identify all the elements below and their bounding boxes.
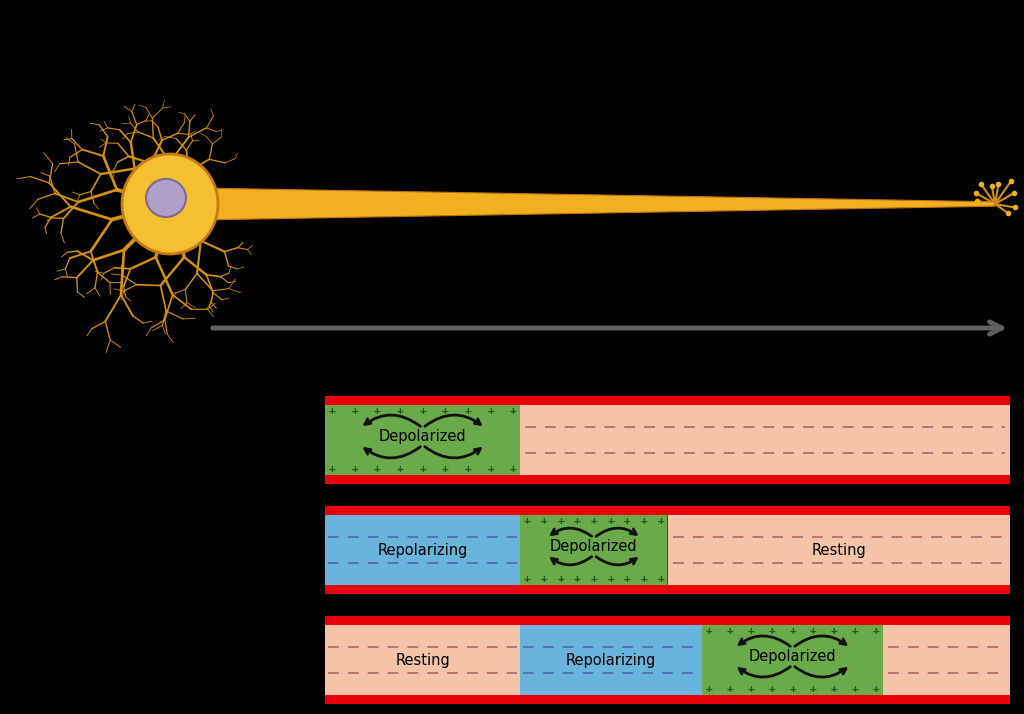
Bar	[325, 625, 520, 695]
Text: +: +	[351, 464, 358, 474]
Text: +: +	[419, 464, 426, 474]
Text: +: +	[624, 516, 631, 526]
Text: +: +	[442, 464, 449, 474]
Text: Resting: Resting	[395, 653, 450, 668]
Text: +: +	[442, 406, 449, 416]
Text: +: +	[487, 464, 494, 474]
Text: Repolarizing: Repolarizing	[378, 543, 468, 558]
Polygon shape	[197, 188, 995, 220]
Bar	[325, 405, 520, 476]
Text: +: +	[810, 684, 817, 694]
Bar	[520, 625, 701, 695]
Text: +: +	[768, 625, 775, 635]
Text: +: +	[465, 464, 471, 474]
Text: +: +	[374, 406, 381, 416]
Text: +: +	[872, 625, 880, 635]
Bar	[325, 506, 1010, 594]
Text: Depolarized: Depolarized	[379, 428, 466, 443]
Text: +: +	[557, 574, 564, 584]
Text: +: +	[607, 574, 614, 584]
Text: +: +	[748, 625, 754, 635]
Text: Depolarized: Depolarized	[550, 538, 638, 553]
Text: +: +	[510, 464, 516, 474]
Text: +: +	[657, 516, 664, 526]
Text: +: +	[726, 684, 733, 694]
Text: +: +	[541, 574, 547, 584]
Text: +: +	[524, 516, 530, 526]
Ellipse shape	[146, 179, 186, 217]
Text: +: +	[706, 625, 712, 635]
Text: +: +	[591, 516, 597, 526]
Text: +: +	[396, 406, 403, 416]
Text: +: +	[790, 625, 796, 635]
Text: +: +	[396, 464, 403, 474]
Text: Resting: Resting	[811, 543, 866, 558]
Text: +: +	[872, 684, 880, 694]
Bar	[701, 625, 884, 695]
Text: +: +	[541, 516, 547, 526]
Text: +: +	[852, 625, 859, 635]
Ellipse shape	[122, 154, 218, 254]
Text: +: +	[524, 574, 530, 584]
Text: +: +	[419, 406, 426, 416]
Bar	[325, 515, 520, 585]
Text: +: +	[706, 684, 712, 694]
Text: +: +	[510, 406, 516, 416]
Text: +: +	[329, 464, 336, 474]
Text: +: +	[487, 406, 494, 416]
Text: +: +	[768, 684, 775, 694]
Text: +: +	[810, 625, 817, 635]
Text: Repolarizing: Repolarizing	[566, 653, 656, 668]
Bar	[325, 396, 1010, 484]
Text: +: +	[573, 574, 581, 584]
Text: +: +	[351, 406, 358, 416]
Text: +: +	[329, 406, 336, 416]
Text: +: +	[465, 406, 471, 416]
Bar	[668, 515, 1010, 585]
Text: Depolarized: Depolarized	[749, 648, 837, 663]
Text: +: +	[640, 574, 647, 584]
Text: +: +	[831, 684, 838, 694]
Text: +: +	[790, 684, 796, 694]
Text: +: +	[657, 574, 664, 584]
Text: +: +	[624, 574, 631, 584]
Text: +: +	[852, 684, 859, 694]
Bar	[520, 515, 668, 585]
Text: +: +	[557, 516, 564, 526]
Text: +: +	[640, 516, 647, 526]
Text: +: +	[607, 516, 614, 526]
Text: +: +	[726, 625, 733, 635]
Text: +: +	[748, 684, 754, 694]
Bar	[884, 625, 1010, 695]
Text: +: +	[374, 464, 381, 474]
Bar	[520, 405, 1010, 476]
Bar	[325, 616, 1010, 704]
Text: +: +	[573, 516, 581, 526]
Text: +: +	[591, 574, 597, 584]
Text: +: +	[831, 625, 838, 635]
